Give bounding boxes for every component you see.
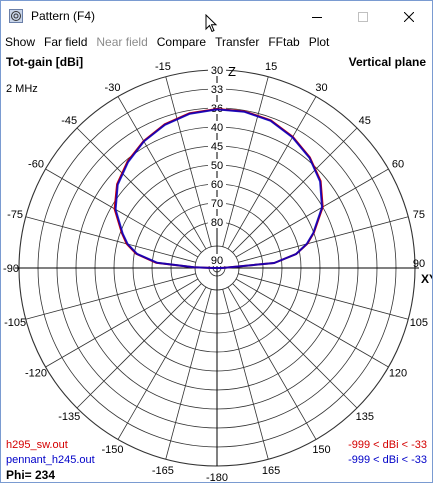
menu-compare[interactable]: Compare xyxy=(156,35,207,49)
menu-fftab[interactable]: FFtab xyxy=(268,35,300,49)
angle-label: 105 xyxy=(410,317,428,329)
angle-spoke xyxy=(45,278,199,368)
ring-label: 90 xyxy=(211,255,223,267)
ring-label-bg xyxy=(208,197,226,209)
angle-spoke xyxy=(227,96,317,250)
file-name-1: h295_sw.out xyxy=(6,439,68,451)
angle-spoke xyxy=(25,273,196,320)
file-range-1: -999 < dBi < -33 xyxy=(348,439,427,451)
title-bar[interactable]: Pattern (F4) xyxy=(1,1,432,33)
angle-spoke xyxy=(165,289,212,460)
maximize-icon xyxy=(358,11,368,22)
ring-label: 40 xyxy=(211,122,223,134)
axis-z-label: Z xyxy=(228,64,236,79)
axis-xy-label: XY xyxy=(421,272,432,286)
angle-label: -30 xyxy=(105,82,121,94)
mouse-cursor-icon xyxy=(205,14,218,33)
file-range-2: -999 < dBi < -33 xyxy=(348,454,427,466)
app-icon xyxy=(9,9,23,23)
angle-label: 60 xyxy=(392,159,404,171)
menu-plot[interactable]: Plot xyxy=(308,35,330,49)
angle-spoke xyxy=(238,273,409,320)
angle-label: -120 xyxy=(25,368,47,380)
ring-label-bg xyxy=(208,216,226,228)
close-icon xyxy=(404,11,414,22)
angle-spoke xyxy=(235,168,389,258)
file-name-2: pennant_h245.out xyxy=(6,454,95,466)
angle-spoke xyxy=(222,76,269,247)
ring-label: 70 xyxy=(211,198,223,210)
ring-label-bg xyxy=(208,64,226,76)
minimize-icon xyxy=(312,16,322,18)
phi-label: Phi= 234 xyxy=(6,468,56,482)
ring-label-bg xyxy=(208,254,226,266)
ring-label-bg xyxy=(208,121,226,133)
angle-spoke xyxy=(45,168,199,258)
angle-label: -75 xyxy=(7,209,23,221)
angle-spoke xyxy=(76,127,202,253)
angle-label: -135 xyxy=(58,411,80,423)
angle-label: 90 xyxy=(413,258,425,270)
angle-spoke xyxy=(76,283,202,409)
ring-label: 30 xyxy=(211,65,223,77)
angle-spoke xyxy=(227,286,317,440)
angle-spoke xyxy=(232,127,358,253)
ring-label: 60 xyxy=(211,179,223,191)
angle-label: 150 xyxy=(312,444,330,456)
angle-spoke xyxy=(235,278,389,368)
close-button[interactable] xyxy=(386,1,432,32)
polar-chart: 0153045607590105120135150165-180-165-150… xyxy=(3,61,432,482)
angle-label: -60 xyxy=(28,159,44,171)
angle-spoke xyxy=(238,216,409,263)
angle-spoke xyxy=(165,76,212,247)
pattern-curve-2 xyxy=(114,108,323,269)
angle-spoke xyxy=(117,96,207,250)
angle-label: -105 xyxy=(4,317,26,329)
menu-bar: Show Far field Near field Compare Transfer FF… xyxy=(1,32,432,52)
angle-spoke xyxy=(117,286,207,440)
angle-spoke xyxy=(25,216,196,263)
angle-label: 15 xyxy=(265,61,277,73)
angle-label: -165 xyxy=(152,465,174,477)
maximize-button[interactable] xyxy=(340,1,386,32)
angle-spoke xyxy=(222,289,269,460)
frequency-label: 2 MHz xyxy=(6,83,38,95)
menu-near-field[interactable]: Near field xyxy=(96,35,148,49)
angle-label: -90 xyxy=(3,263,19,275)
menu-far-field[interactable]: Far field xyxy=(44,35,88,49)
plane-label: Vertical plane xyxy=(348,55,426,69)
angle-label: -150 xyxy=(101,444,123,456)
angle-label: -180 xyxy=(206,472,228,482)
ring-label-bg xyxy=(208,159,226,171)
polar-plot-area[interactable]: Tot-gain [dBi] Vertical plane 2 MHz 0153… xyxy=(1,53,432,482)
menu-show[interactable]: Show xyxy=(5,35,36,49)
angle-label: 45 xyxy=(359,115,371,127)
angle-label: 30 xyxy=(315,82,327,94)
ring-label-bg xyxy=(208,178,226,190)
quantity-label: Tot-gain [dBi] xyxy=(6,55,84,69)
angle-label: 135 xyxy=(356,411,374,423)
ring-label-bg xyxy=(208,83,226,95)
angle-spoke xyxy=(232,283,358,409)
menu-transfer[interactable]: Transfer xyxy=(215,35,260,49)
ring-label: 45 xyxy=(211,141,223,153)
ring-label: 80 xyxy=(211,217,223,229)
angle-label: 165 xyxy=(262,465,280,477)
ring-label-bg xyxy=(208,140,226,152)
ring-label: 50 xyxy=(211,160,223,172)
window-title: Pattern (F4) xyxy=(31,9,96,23)
angle-label: 120 xyxy=(389,368,407,380)
ring-label: 33 xyxy=(211,84,223,96)
angle-label: 75 xyxy=(413,209,425,221)
minimize-button[interactable] xyxy=(294,1,340,32)
angle-label: -15 xyxy=(155,61,171,73)
angle-label: -45 xyxy=(61,115,77,127)
